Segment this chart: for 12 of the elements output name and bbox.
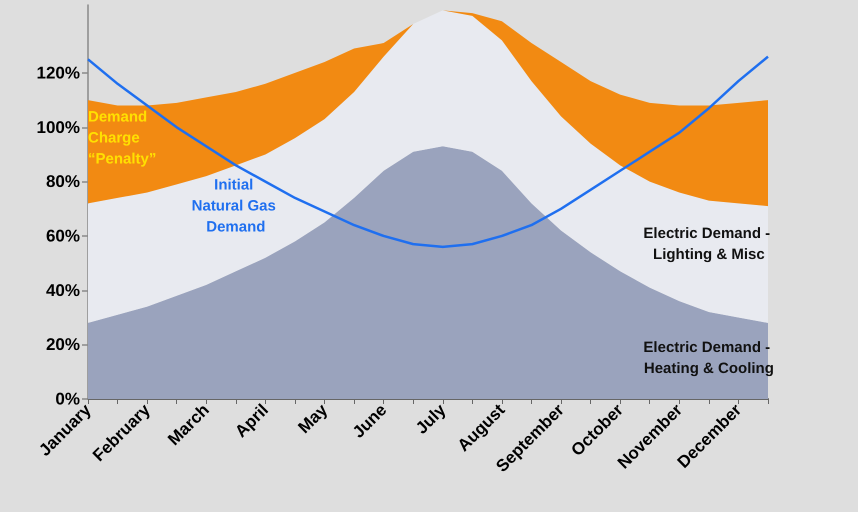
y-tick-label: 120% (36, 63, 80, 82)
line-series (86, 55, 770, 248)
y-tick-label: 80% (46, 172, 80, 192)
series-label: Electric Demand - Lighting & Misc (643, 225, 774, 264)
y-tick-label: 100% (36, 118, 80, 137)
y-tick-label: 40% (46, 280, 80, 300)
series-label: Initial Natural Gas Demand (192, 176, 280, 236)
y-tick-label: 0% (55, 390, 80, 408)
y-tick-label: 20% (46, 335, 80, 354)
series-label: Electric Demand - Heating & Cooling (643, 339, 774, 378)
y-tick-label: 60% (46, 226, 80, 246)
series-label: Demand Charge “Penalty” (88, 108, 156, 168)
